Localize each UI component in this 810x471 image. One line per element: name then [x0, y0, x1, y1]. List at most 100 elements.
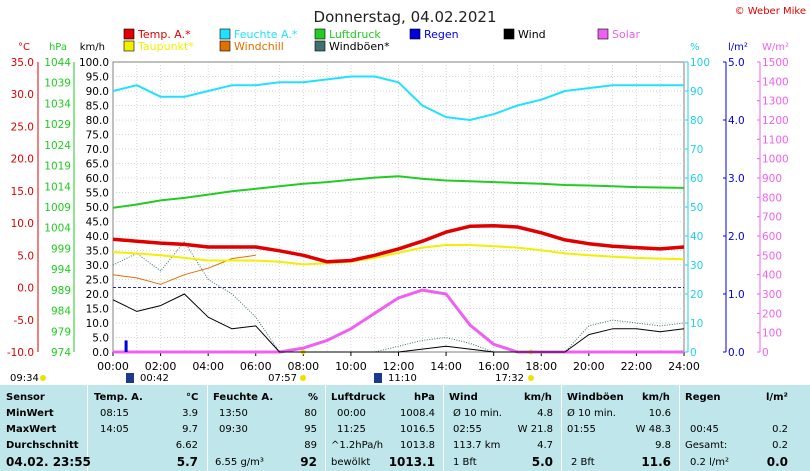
series-line-luftdruck [112, 175, 685, 209]
y-tick-label: 15.0 [11, 186, 34, 198]
moon-icon [374, 373, 382, 383]
y-tick-label: 0.0 [728, 347, 745, 359]
y-tick-label: 989 [51, 285, 71, 297]
max-hum-value: 95 [304, 424, 317, 435]
y-tick-label: 40 [690, 231, 703, 243]
y-tick-label: 2.0 [728, 231, 745, 243]
sun-icon [528, 375, 534, 381]
avg-press-value: 1013.8 [400, 440, 435, 451]
y-tick-label: 65.0 [86, 159, 109, 171]
max-press-value: 1016.5 [400, 424, 435, 435]
header-pressure-unit: hPa [414, 392, 435, 403]
y-tick-label: 994 [51, 264, 71, 276]
plot-area [112, 75, 685, 354]
rain-bar [124, 340, 128, 352]
sun-moon-time: 11:10 [388, 373, 417, 384]
y-tick-label: 90 [690, 86, 703, 98]
series-line-windchill [112, 254, 256, 285]
legend-label: Temp. A.* [137, 28, 191, 41]
row-max-label: MaxWert [6, 424, 57, 435]
max-wind-value: W 21.8 [517, 424, 553, 435]
y-tick-label: 60 [690, 173, 703, 185]
legend-swatch [314, 40, 326, 52]
current-wind-value: 5.0 [531, 455, 553, 469]
y-tick-label: 1500 [762, 57, 789, 69]
y-axis-unit: °C [18, 42, 30, 53]
y-tick-label: 5.0 [92, 333, 109, 345]
x-tick-label: 02:00 [145, 360, 177, 373]
y-tick-label: 1009 [44, 202, 71, 214]
header-pressure: Luftdruck [331, 392, 386, 403]
sun-moon-time: 09:34 [10, 373, 39, 384]
y-tick-label: 35.0 [11, 57, 34, 69]
y-tick-label: 100.0 [79, 57, 109, 69]
y-tick-label: -5.0 [14, 315, 35, 327]
y-tick-label: 30 [690, 260, 703, 272]
x-tick-label: 06:00 [240, 360, 272, 373]
y-tick-label: 1039 [44, 78, 71, 90]
series-line-taupunkt [112, 244, 685, 266]
legend-label: Taupunkt* [137, 40, 194, 53]
legend-label: Windchill [234, 40, 284, 53]
header-rain-unit: l/m² [766, 392, 788, 403]
copyright-label: © Weber Mike [735, 6, 806, 17]
y-axis-unit: hPa [49, 42, 67, 53]
min-wind-value: 4.8 [537, 408, 553, 419]
x-tick-label: 18:00 [525, 360, 557, 373]
y-tick-label: 25.0 [11, 121, 34, 133]
x-tick-label: 24:00 [668, 360, 700, 373]
header-wind-unit: km/h [524, 392, 552, 403]
min-gust-text: Ø 10 min. [567, 408, 616, 419]
max-temp-time: 14:05 [100, 424, 129, 435]
y-tick-label: 75.0 [86, 130, 109, 142]
header-humidity: Feuchte A. [213, 392, 274, 403]
current-weather-text: bewölkt [331, 457, 371, 468]
y-tick-label: 10.0 [86, 318, 109, 330]
max-rain-value: 0.2 [772, 424, 788, 435]
y-axis-unit: km/h [80, 42, 105, 53]
y-tick-label: 1034 [44, 98, 71, 110]
sun-moon-time: 07:57 [268, 373, 297, 384]
series-line-windben [112, 241, 685, 353]
legend-label: Luftdruck [329, 28, 381, 41]
header-temp: Temp. A. [94, 392, 143, 403]
y-tick-label: 5.0 [17, 250, 34, 262]
sun-icon [40, 375, 46, 381]
series-line-tempa [112, 223, 685, 264]
x-tick-label: 16:00 [478, 360, 510, 373]
y-tick-label: 1044 [44, 57, 71, 69]
min-press-value: 1008.4 [400, 408, 435, 419]
current-temp-value: 5.7 [176, 455, 198, 469]
y-tick-label: 1014 [44, 181, 71, 193]
min-hum-time: 13:50 [219, 408, 248, 419]
y-tick-label: 1100 [762, 134, 789, 146]
legend-label: Wind [518, 28, 546, 41]
legend-swatch [597, 28, 609, 40]
min-gust-value: 10.6 [648, 408, 671, 419]
y-tick-label: 1400 [762, 76, 789, 88]
min-temp-time: 08:15 [100, 408, 129, 419]
current-gust-value: 11.6 [641, 455, 671, 469]
y-tick-label: 400 [762, 270, 782, 282]
y-tick-label: 25.0 [86, 275, 109, 287]
legend-swatch [123, 40, 135, 52]
y-tick-label: 300 [762, 289, 782, 301]
y-axis-unit: % [690, 42, 700, 53]
legend-swatch [409, 28, 421, 40]
avg-wind-value: 4.7 [537, 440, 553, 451]
y-tick-label: 10 [690, 318, 703, 330]
row-current-label: 04.02. 23:55 [6, 455, 91, 469]
current-press-value: 1013.1 [388, 455, 435, 469]
y-tick-label: 50.0 [86, 202, 109, 214]
y-tick-label: 979 [51, 326, 71, 338]
y-tick-label: 974 [51, 347, 71, 359]
legend-swatch [123, 28, 135, 40]
y-tick-label: 1000 [762, 154, 789, 166]
y-tick-label: 200 [762, 308, 782, 320]
x-tick-label: 14:00 [430, 360, 462, 373]
y-tick-label: 0.0 [17, 283, 34, 295]
legend-swatch [503, 28, 515, 40]
header-rain: Regen [685, 392, 721, 403]
y-tick-label: 3.0 [728, 173, 745, 185]
y-tick-label: 0 [690, 347, 697, 359]
